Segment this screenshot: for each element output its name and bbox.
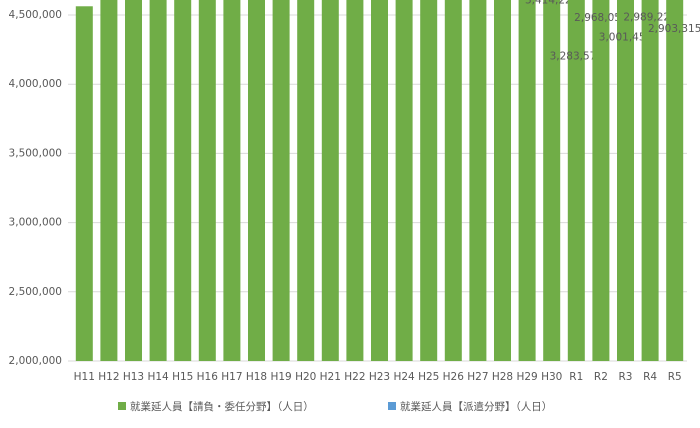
bar-segment xyxy=(518,0,536,362)
x-tick-label: H25 xyxy=(418,371,439,383)
data-label: 2,989,221 xyxy=(623,11,676,23)
x-tick-label: H19 xyxy=(270,371,291,383)
x-tick-label: H30 xyxy=(541,371,562,383)
x-tick-label: H17 xyxy=(221,371,242,383)
x-tick-label: R5 xyxy=(668,371,682,383)
data-label: 2,968,055 xyxy=(574,12,627,24)
bar-segment xyxy=(469,0,487,362)
x-tick-label: H20 xyxy=(295,371,316,383)
bar-segment xyxy=(592,0,610,361)
x-tick-label: H14 xyxy=(147,371,169,383)
bar-segment xyxy=(198,0,216,362)
legend-label: 就業延人員【派遣分野】（人日） xyxy=(400,400,552,413)
bar-segment xyxy=(444,0,462,362)
x-tick-label: R4 xyxy=(643,371,657,383)
y-tick-label: 2,500,000 xyxy=(9,286,62,298)
bar-segment xyxy=(567,0,585,362)
legend-swatch xyxy=(118,402,126,410)
x-tick-label: H13 xyxy=(123,371,144,383)
x-tick-label: H28 xyxy=(492,371,513,383)
x-tick-label: R1 xyxy=(569,371,583,383)
bar-segment xyxy=(321,0,339,361)
x-tick-label: H22 xyxy=(344,371,365,383)
x-tick-label: H26 xyxy=(443,371,465,383)
x-tick-label: H15 xyxy=(172,371,193,383)
bar-segment xyxy=(297,0,315,361)
x-tick-label: H16 xyxy=(197,371,219,383)
bar-segment xyxy=(248,0,265,362)
x-tick-label: H11 xyxy=(74,371,95,383)
bar-segment xyxy=(149,0,167,361)
bar-segment xyxy=(223,0,241,362)
x-tick-label: R3 xyxy=(619,371,633,383)
bar-segment xyxy=(371,0,388,361)
x-tick-label: H23 xyxy=(369,371,390,383)
y-tick-label: 3,500,000 xyxy=(9,147,62,159)
bar-segment xyxy=(420,0,438,361)
x-tick-label: R2 xyxy=(594,371,608,383)
bar-segment xyxy=(75,6,93,362)
x-tick-label: H24 xyxy=(393,371,415,383)
data-label: 3,414,221 xyxy=(525,0,578,6)
y-tick-label: 3,000,000 xyxy=(9,217,62,229)
bar-segment xyxy=(125,0,142,361)
bar-segment xyxy=(666,0,684,361)
legend-label: 就業延人員【請負・委任分野】（人日） xyxy=(130,400,314,413)
x-tick-label: H29 xyxy=(516,371,537,383)
data-label: 3,001,452 xyxy=(599,32,652,44)
y-tick-label: 4,000,000 xyxy=(9,78,62,90)
bar-segment xyxy=(346,0,364,361)
legend-swatch xyxy=(388,402,396,410)
bar-segment xyxy=(272,0,290,361)
x-tick-label: H18 xyxy=(246,371,267,383)
bar-segment xyxy=(543,0,561,362)
x-tick-label: H12 xyxy=(98,371,119,383)
x-tick-label: H27 xyxy=(467,371,488,383)
y-tick-label: 2,000,000 xyxy=(9,355,62,367)
bar-segment xyxy=(174,0,192,361)
bar-segment xyxy=(617,0,634,361)
y-tick-label: 4,500,000 xyxy=(9,9,62,21)
data-label: 3,283,570 xyxy=(550,51,603,63)
bar-segment xyxy=(100,0,118,361)
bar-segment xyxy=(641,0,659,362)
data-label: 2,903,315 xyxy=(648,23,700,35)
x-tick-label: H21 xyxy=(320,371,341,383)
bar-segment xyxy=(395,0,413,361)
bar-segment xyxy=(494,0,511,361)
